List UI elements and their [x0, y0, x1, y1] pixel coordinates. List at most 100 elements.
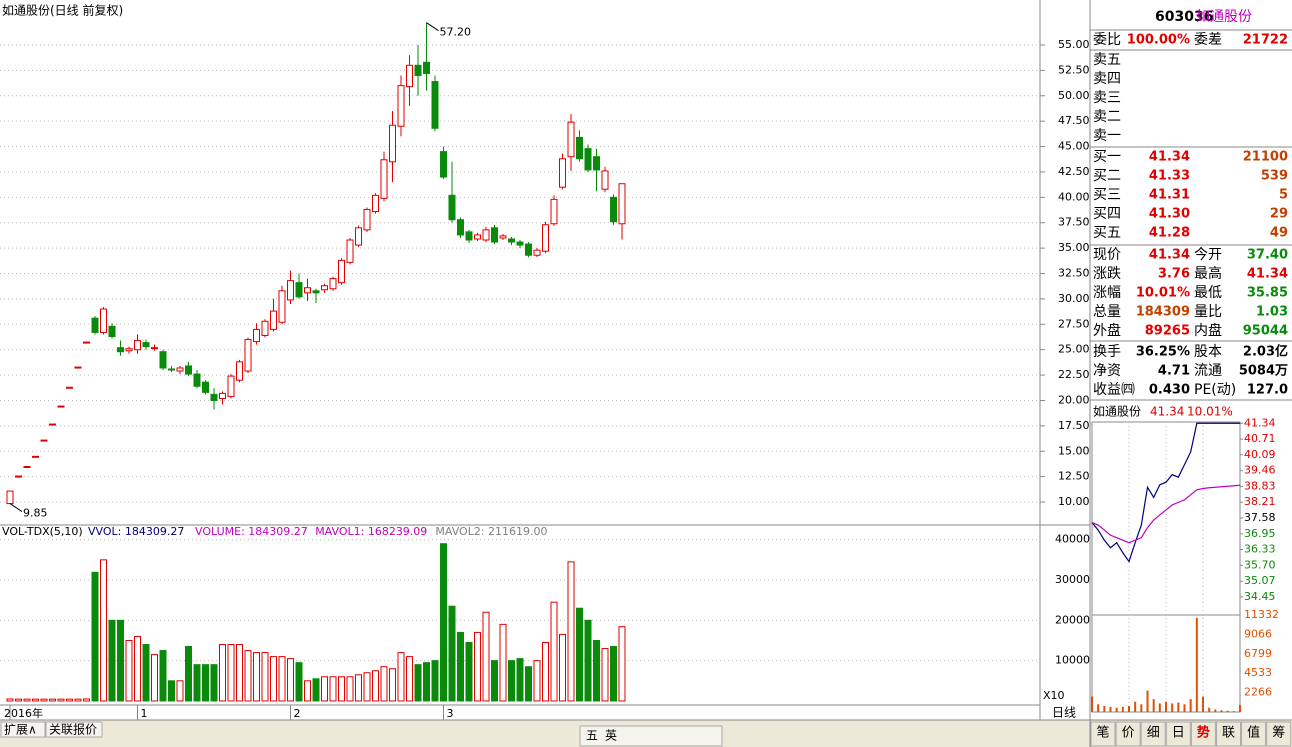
volume-bar: [108, 619, 116, 702]
volume-bar: [550, 601, 558, 702]
volume-bar: [542, 642, 549, 702]
candle-body: [23, 465, 31, 468]
tab[interactable]: [1216, 721, 1241, 747]
quote-text: 41.34: [1247, 267, 1288, 282]
chart-title: 如通股份(日线 前复权): [2, 3, 123, 18]
quote-text: 流通: [1194, 363, 1222, 379]
quote-text: 量比: [1194, 304, 1222, 320]
x-tick-label: 2: [294, 707, 301, 720]
ime-bar: [579, 725, 723, 747]
volume-bar: [134, 635, 141, 702]
volume-bar: [321, 676, 328, 702]
candle-body: [465, 231, 473, 241]
candle-body: [406, 64, 413, 88]
volume-bar: [261, 652, 269, 702]
tab-label[interactable]: 笔: [1096, 725, 1109, 741]
ime-label[interactable]: 五: [586, 729, 598, 743]
tab[interactable]: [1190, 721, 1216, 747]
tab[interactable]: [1165, 721, 1191, 747]
candle-body: [338, 259, 345, 284]
quote-text: 换手: [1093, 343, 1121, 360]
quote-text: 36.25%: [1136, 345, 1190, 360]
volume-bar: [380, 666, 388, 702]
footer-button-label[interactable]: 关联报价: [49, 722, 97, 737]
volume-bar: [219, 644, 226, 702]
candle-body: [74, 366, 82, 369]
volume-bar: [491, 660, 498, 702]
candle-body: [542, 224, 549, 252]
quote-text: 4.71: [1158, 364, 1190, 379]
candle-body: [550, 198, 558, 225]
candle-body: [253, 328, 260, 343]
volume-bar: [355, 674, 362, 702]
tab-label[interactable]: 日: [1172, 726, 1185, 741]
candle-body: [168, 368, 175, 371]
tab[interactable]: [1140, 721, 1166, 747]
quote-text: 10.01%: [1136, 286, 1190, 301]
candle-body: [142, 342, 150, 348]
y-tick-label: 39.46: [1244, 464, 1276, 477]
candle-body: [618, 183, 626, 225]
volume-bar: [253, 652, 260, 702]
volume-bar: [338, 676, 345, 702]
tab-label[interactable]: 价: [1122, 726, 1135, 741]
candle-body: [49, 423, 56, 426]
candle-body: [508, 238, 515, 243]
tab-label[interactable]: 细: [1147, 726, 1160, 741]
tab-label[interactable]: 筹: [1272, 725, 1285, 741]
candle-body: [312, 290, 320, 294]
quote-text: 总量: [1093, 304, 1121, 320]
volume-bar: [525, 666, 532, 702]
y-tick-label: 40.00: [1058, 190, 1090, 203]
y-tick-label: 35.70: [1244, 558, 1276, 571]
y-tick-label: 50.00: [1058, 89, 1090, 102]
volume-bar: [457, 631, 464, 702]
tab-label[interactable]: 联: [1222, 726, 1235, 741]
y-tick-label: 9066: [1244, 627, 1272, 640]
footer-button-label[interactable]: 扩展∧: [4, 723, 37, 737]
tab-label[interactable]: 势: [1197, 725, 1210, 741]
quote-text: 41.28: [1149, 226, 1190, 241]
y-tick-label: 45.00: [1058, 140, 1090, 153]
footer-button[interactable]: [45, 721, 103, 738]
volume-bar: [567, 561, 575, 702]
volume-bar: [414, 664, 422, 702]
candle-body: [601, 170, 609, 190]
ime-label[interactable]: 英: [605, 729, 617, 743]
candle-body: [457, 219, 464, 236]
y-tick-label: 42.50: [1058, 165, 1090, 178]
y-tick-label: 35.00: [1058, 241, 1090, 254]
candle-body: [117, 347, 124, 353]
y-tick-label: 36.95: [1244, 527, 1276, 540]
tab[interactable]: [1090, 721, 1116, 747]
candle-body: [185, 365, 192, 375]
y-tick-label: 6799: [1244, 647, 1272, 660]
quote-text: 内盘: [1194, 322, 1222, 339]
volume-bar: [618, 626, 626, 702]
quote-text: 卖五: [1093, 52, 1121, 68]
candle-body: [448, 194, 456, 221]
candle-body: [83, 341, 90, 344]
candle-body: [261, 320, 269, 336]
tab[interactable]: [1115, 721, 1141, 747]
candle-body: [32, 455, 39, 458]
tab[interactable]: [1266, 721, 1292, 747]
quote-text: 41.30: [1149, 207, 1190, 222]
candle-body: [414, 64, 422, 76]
quote-text: 买一: [1093, 149, 1121, 165]
tab[interactable]: [1241, 721, 1267, 747]
quote-text: 卖二: [1093, 109, 1121, 125]
quote-text: 卖一: [1093, 128, 1121, 144]
quote-text: 41.33: [1149, 169, 1190, 184]
volume-bar: [32, 698, 39, 702]
y-tick-label: 38.83: [1244, 480, 1276, 493]
footer-button[interactable]: [0, 721, 46, 738]
tab-label[interactable]: 值: [1247, 725, 1260, 741]
volume-bar: [227, 644, 235, 702]
candle-body: [210, 393, 218, 401]
y-tick-label: 25.00: [1058, 343, 1090, 356]
volume-bar: [397, 652, 405, 702]
volume-bar: [423, 662, 430, 702]
candle-body: [363, 209, 371, 231]
